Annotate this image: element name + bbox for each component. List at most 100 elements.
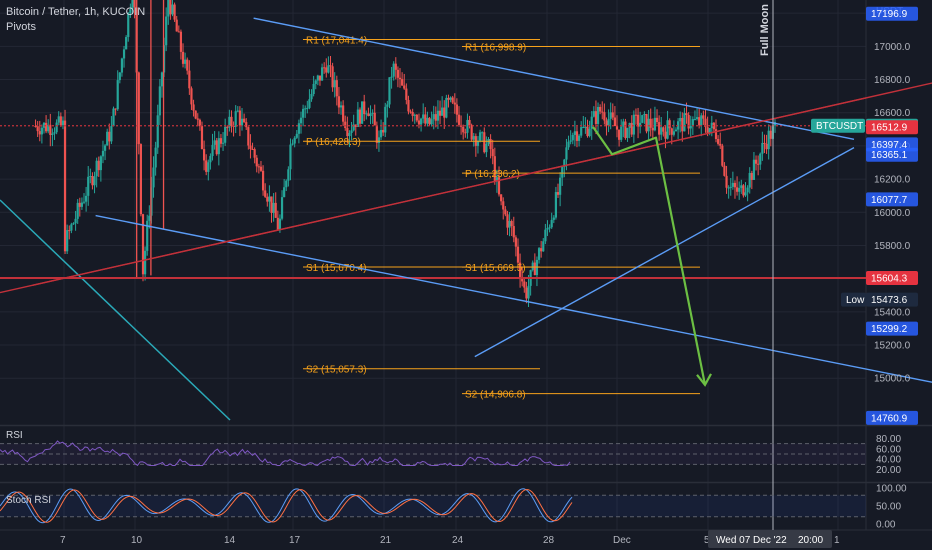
- candle: [325, 67, 328, 73]
- stoch-tick-label: 0.00: [876, 520, 896, 531]
- candle: [432, 114, 435, 120]
- candle: [108, 131, 111, 142]
- candle: [118, 72, 121, 81]
- candle: [377, 137, 381, 143]
- candle: [141, 214, 145, 275]
- candle: [205, 160, 208, 172]
- price-tick-label: 15000.0: [874, 374, 911, 385]
- candle: [36, 126, 39, 132]
- candle: [238, 110, 242, 126]
- candle: [588, 128, 591, 137]
- candle: [169, 0, 172, 15]
- candle: [337, 96, 341, 108]
- candle: [752, 159, 756, 180]
- candle: [738, 187, 741, 192]
- rsi-tick-label: 60.00: [876, 444, 901, 455]
- candle: [91, 176, 94, 186]
- candle: [599, 106, 602, 112]
- candle: [103, 145, 107, 151]
- candle: [249, 145, 252, 149]
- candle: [537, 248, 541, 260]
- candle: [318, 75, 322, 81]
- candle: [247, 127, 250, 146]
- candle: [253, 149, 256, 158]
- candle: [630, 122, 633, 135]
- candle: [540, 248, 543, 252]
- candle: [310, 94, 313, 100]
- trendline-upper-channel: [253, 17, 855, 140]
- candle: [653, 117, 657, 131]
- candle: [664, 131, 667, 139]
- candle: [251, 148, 254, 150]
- candle: [329, 65, 332, 67]
- candle: [573, 131, 576, 135]
- candle: [139, 144, 142, 215]
- candle: [392, 63, 395, 77]
- candle: [424, 114, 427, 124]
- candle: [200, 126, 204, 150]
- candle: [314, 80, 317, 84]
- pivot-label: S2 (15,057.3): [306, 365, 367, 376]
- candle: [188, 70, 191, 89]
- stoch-tick-label: 100.00: [876, 484, 907, 495]
- candle: [605, 120, 608, 126]
- candle: [592, 111, 595, 117]
- candle: [603, 112, 606, 121]
- candle: [624, 121, 627, 138]
- candle: [186, 59, 189, 71]
- candle: [308, 99, 311, 108]
- candle: [68, 230, 71, 232]
- candle: [38, 131, 41, 135]
- candle: [156, 115, 159, 148]
- candle: [472, 136, 475, 140]
- candle: [40, 127, 43, 135]
- candle: [611, 112, 614, 118]
- candle: [266, 196, 269, 202]
- price-tag: [866, 120, 918, 135]
- candle: [438, 110, 442, 116]
- candle: [384, 106, 387, 133]
- candle: [415, 114, 418, 121]
- candle: [192, 104, 195, 111]
- candle: [198, 119, 201, 127]
- candle: [510, 221, 513, 227]
- candle: [658, 122, 661, 135]
- candle: [759, 153, 762, 165]
- candle: [531, 262, 534, 271]
- price-tag: [866, 147, 918, 162]
- candle: [691, 119, 694, 126]
- candle: [221, 142, 225, 144]
- rsi-tick-label: 20.00: [876, 465, 901, 476]
- candle: [723, 165, 726, 176]
- candle: [272, 202, 275, 213]
- candle: [59, 116, 62, 126]
- candle: [443, 107, 446, 118]
- candle: [234, 111, 237, 127]
- price-tag: [811, 118, 865, 133]
- candle: [672, 131, 675, 135]
- candle: [750, 172, 753, 180]
- candle: [51, 133, 54, 135]
- candle: [331, 66, 334, 88]
- candle: [695, 117, 699, 119]
- candle: [516, 246, 520, 263]
- candle: [375, 125, 378, 143]
- candle: [360, 101, 364, 124]
- time-tick-label: 14: [224, 535, 236, 546]
- price-tag-label: 15473.6: [871, 295, 908, 306]
- candle: [270, 196, 273, 213]
- candle: [323, 67, 326, 69]
- crosshair-time-label: 20:00: [798, 535, 823, 546]
- candle: [215, 140, 218, 155]
- candle: [466, 119, 469, 133]
- candle: [491, 149, 494, 157]
- candle: [514, 237, 517, 247]
- candle: [346, 128, 349, 137]
- candle: [299, 117, 303, 124]
- candle: [74, 218, 77, 224]
- candle: [565, 147, 568, 160]
- price-tag-label: 16365.1: [871, 150, 908, 161]
- candle: [561, 166, 564, 178]
- candle: [533, 262, 536, 276]
